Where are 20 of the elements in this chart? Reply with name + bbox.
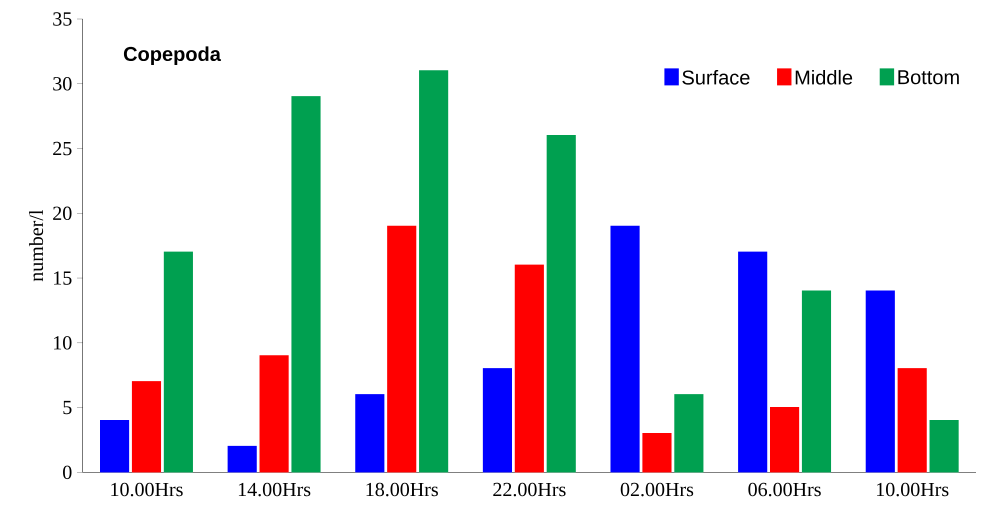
x-tick-label: 18.00Hrs xyxy=(366,482,438,496)
y-tick-label: 5 xyxy=(63,400,72,414)
x-tick-label: 10.00Hrs xyxy=(111,482,183,496)
y-tick-label: 10 xyxy=(54,336,72,350)
legend-label: Bottom xyxy=(898,70,959,84)
y-axis-title: number/l xyxy=(29,210,44,282)
y-tick-label: 35 xyxy=(53,12,72,26)
x-tick-label: 14.00Hrs xyxy=(238,482,310,496)
text: Copepoda xyxy=(124,46,222,66)
y-tick-label: 20 xyxy=(53,206,72,220)
x-tick-label: 02.00Hrs xyxy=(620,482,694,496)
legend-label: Surface xyxy=(682,70,750,85)
y-tick-label: 0 xyxy=(63,466,72,480)
y-tick-label: 30 xyxy=(53,77,72,91)
y-tick-label: 15 xyxy=(54,271,72,285)
legend-label: Middle xyxy=(796,70,852,85)
x-tick-label: 10.00Hrs xyxy=(877,482,948,496)
x-tick-label: 06.00Hrs xyxy=(748,482,821,496)
x-tick-label: 22.00Hrs xyxy=(493,482,566,496)
y-tick-label: 25 xyxy=(53,142,72,156)
